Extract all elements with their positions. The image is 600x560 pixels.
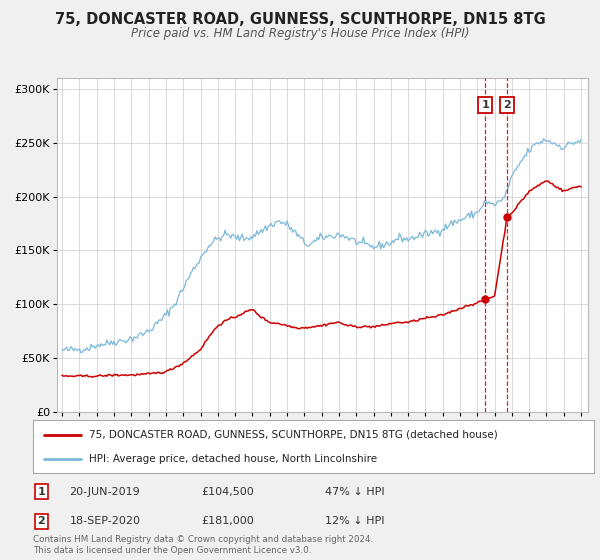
Text: 18-SEP-2020: 18-SEP-2020 (70, 516, 140, 526)
Text: 12% ↓ HPI: 12% ↓ HPI (325, 516, 384, 526)
Text: 2: 2 (38, 516, 45, 526)
Text: 1: 1 (38, 487, 45, 497)
Text: Price paid vs. HM Land Registry's House Price Index (HPI): Price paid vs. HM Land Registry's House … (131, 27, 469, 40)
Text: Contains HM Land Registry data © Crown copyright and database right 2024.
This d: Contains HM Land Registry data © Crown c… (33, 535, 373, 555)
Text: 47% ↓ HPI: 47% ↓ HPI (325, 487, 385, 497)
Text: 75, DONCASTER ROAD, GUNNESS, SCUNTHORPE, DN15 8TG: 75, DONCASTER ROAD, GUNNESS, SCUNTHORPE,… (55, 12, 545, 27)
Text: £181,000: £181,000 (202, 516, 254, 526)
Text: 2: 2 (503, 100, 511, 110)
Text: 20-JUN-2019: 20-JUN-2019 (70, 487, 140, 497)
Text: HPI: Average price, detached house, North Lincolnshire: HPI: Average price, detached house, Nort… (89, 454, 377, 464)
Text: 75, DONCASTER ROAD, GUNNESS, SCUNTHORPE, DN15 8TG (detached house): 75, DONCASTER ROAD, GUNNESS, SCUNTHORPE,… (89, 430, 498, 440)
Text: 1: 1 (482, 100, 490, 110)
Text: £104,500: £104,500 (202, 487, 254, 497)
